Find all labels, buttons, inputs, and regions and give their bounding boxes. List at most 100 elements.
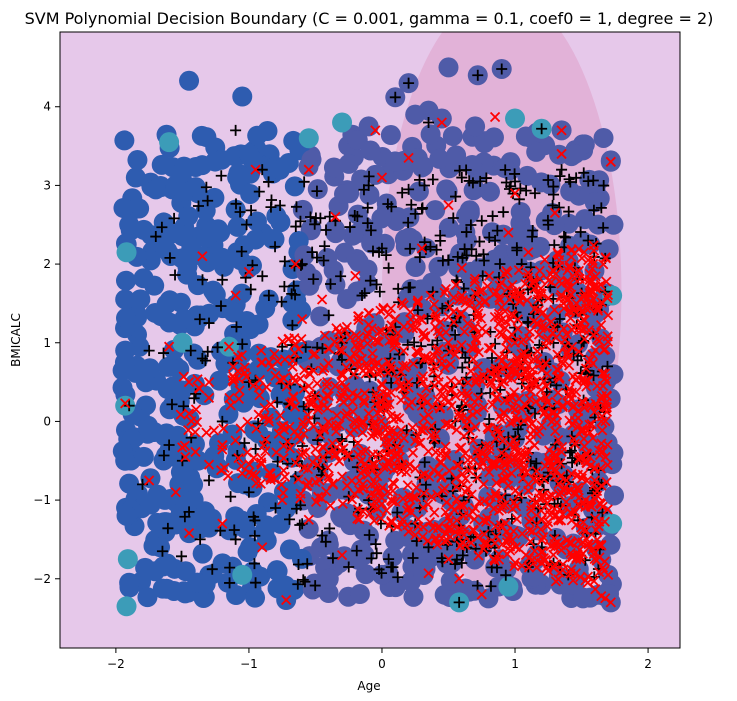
x-marker: [434, 403, 446, 414]
plus-marker: [249, 530, 261, 542]
plus-marker: [248, 511, 260, 523]
support-vector-point: [401, 544, 422, 565]
x-marker: [278, 487, 289, 499]
x-marker: [426, 491, 437, 502]
x-marker: [523, 267, 534, 279]
support-vector-point: [573, 588, 594, 609]
x-marker: [513, 393, 525, 404]
x-marker: [565, 282, 576, 293]
x-marker: [566, 537, 577, 549]
plus-marker: [414, 251, 426, 263]
plus-marker: [474, 236, 486, 248]
x-marker: [566, 244, 577, 255]
plus-marker: [253, 186, 265, 198]
plus-marker: [483, 231, 495, 243]
plus-marker: [383, 553, 395, 565]
x-marker: [479, 297, 490, 308]
support-vector-point: [517, 165, 538, 186]
plus-marker: [225, 491, 237, 503]
plus-marker: [560, 231, 572, 243]
x-marker: [496, 447, 507, 459]
x-marker: [183, 377, 195, 388]
x-marker: [412, 295, 423, 306]
x-marker: [479, 529, 490, 540]
support-vector-point: [169, 359, 190, 380]
x-marker: [319, 330, 331, 341]
x-marker: [201, 427, 212, 438]
plus-marker: [298, 176, 310, 188]
plus-marker: [509, 168, 521, 180]
support-vector-point: [156, 578, 177, 599]
x-marker: [528, 425, 539, 436]
support-vector-point: [145, 179, 166, 200]
support-vector-point: [177, 494, 198, 515]
x-marker: [572, 469, 584, 480]
x-marker: [376, 378, 388, 389]
x-marker: [407, 422, 418, 433]
x-marker: [523, 360, 534, 371]
x-marker: [453, 528, 464, 540]
plus-marker: [408, 336, 420, 348]
x-marker: [190, 446, 201, 458]
plus-marker: [367, 245, 379, 257]
x-marker: [556, 148, 567, 160]
support-vector-point: [357, 273, 378, 294]
plus-marker: [238, 437, 250, 449]
x-marker: [411, 482, 422, 493]
plus-marker: [158, 347, 170, 359]
x-marker: [594, 335, 605, 347]
plus-marker: [250, 577, 262, 589]
x-marker: [547, 490, 558, 501]
plus-marker: [588, 204, 600, 216]
plus-marker: [529, 408, 541, 420]
x-marker: [597, 446, 608, 457]
support-vector-point: [115, 289, 136, 310]
x-marker: [177, 442, 188, 453]
support-vector-point: [505, 108, 526, 129]
x-marker: [321, 376, 333, 388]
chart-title: SVM Polynomial Decision Boundary (C = 0.…: [25, 9, 714, 28]
x-marker: [461, 388, 473, 399]
x-marker: [346, 475, 357, 486]
x-marker: [412, 521, 424, 532]
plus-marker: [263, 290, 275, 302]
plus-marker: [414, 174, 426, 186]
plus-marker: [409, 208, 421, 220]
plus-marker: [318, 254, 330, 266]
plus-marker: [403, 183, 415, 195]
plus-marker: [158, 450, 170, 462]
x-marker: [387, 485, 398, 497]
support-vector-point: [195, 573, 216, 594]
plus-marker: [365, 552, 377, 564]
x-marker: [357, 483, 369, 494]
x-marker: [366, 431, 377, 442]
support-vector-point: [254, 521, 275, 542]
x-marker: [269, 348, 280, 360]
plus-marker: [164, 252, 176, 264]
support-vector-point: [526, 141, 547, 162]
x-marker: [250, 164, 261, 175]
x-marker: [601, 402, 612, 414]
plus-marker: [143, 345, 155, 357]
x-marker: [283, 334, 294, 345]
x-marker: [494, 295, 505, 306]
support-vector-point: [574, 209, 595, 230]
x-marker: [584, 419, 595, 430]
x-marker: [545, 541, 556, 552]
plus-marker: [465, 219, 477, 231]
support-vector-point: [143, 535, 164, 556]
plus-marker: [402, 339, 414, 351]
support-vector-point: [318, 583, 339, 604]
x-marker: [370, 478, 381, 489]
plus-marker: [547, 181, 559, 193]
x-marker: [503, 452, 514, 463]
x-marker: [412, 431, 423, 442]
plus-marker: [570, 172, 582, 184]
y-tick-label: −2: [33, 572, 51, 586]
x-marker: [595, 320, 607, 331]
x-marker: [587, 255, 598, 266]
plus-marker: [460, 226, 472, 238]
x-marker: [510, 557, 521, 568]
x-marker: [381, 399, 393, 411]
x-marker: [372, 503, 383, 514]
